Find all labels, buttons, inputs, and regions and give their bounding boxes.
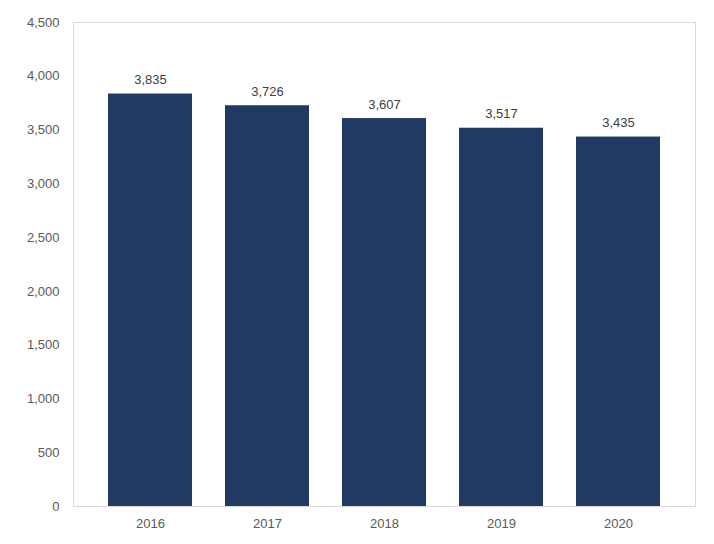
svg-text:3,835: 3,835: [134, 72, 167, 87]
svg-text:3,517: 3,517: [485, 106, 518, 121]
svg-text:3,000: 3,000: [27, 176, 60, 191]
svg-text:1,500: 1,500: [27, 337, 60, 352]
svg-text:3,726: 3,726: [251, 84, 284, 99]
svg-text:2,000: 2,000: [27, 284, 60, 299]
svg-text:0: 0: [52, 499, 59, 514]
svg-text:500: 500: [38, 445, 60, 460]
svg-text:2016: 2016: [136, 516, 165, 531]
svg-text:3,435: 3,435: [602, 115, 635, 130]
svg-text:2020: 2020: [604, 516, 633, 531]
svg-text:4,000: 4,000: [27, 68, 60, 83]
svg-text:3,500: 3,500: [27, 122, 60, 137]
svg-text:2,500: 2,500: [27, 230, 60, 245]
svg-text:1,000: 1,000: [27, 391, 60, 406]
svg-text:2018: 2018: [370, 516, 399, 531]
svg-text:2019: 2019: [487, 516, 516, 531]
svg-text:4,500: 4,500: [27, 15, 60, 30]
svg-text:3,607: 3,607: [368, 97, 401, 112]
svg-text:2017: 2017: [253, 516, 282, 531]
